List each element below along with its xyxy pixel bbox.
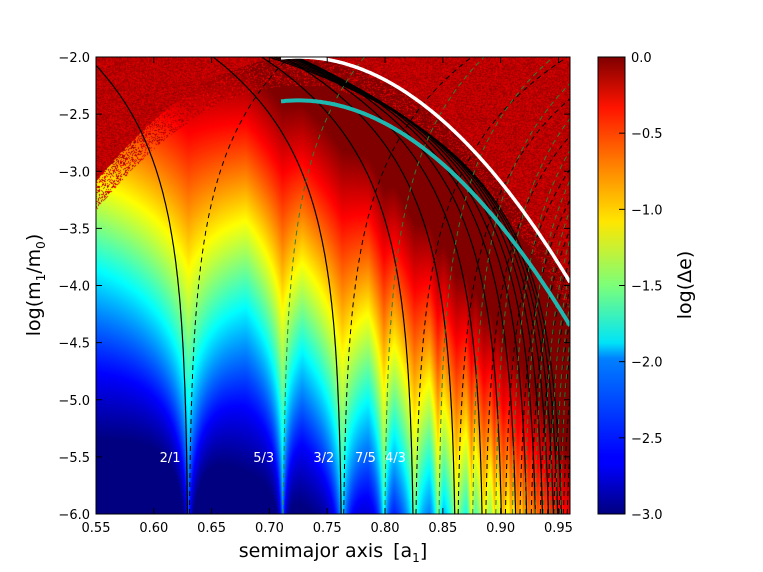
- second-order-curve: [495, 117, 570, 514]
- overlap-curve-white: [280, 57, 570, 284]
- second-order-curve: [542, 237, 570, 514]
- x-tick-label: 0.55: [82, 521, 111, 536]
- y-tick-label: −4.5: [58, 337, 90, 352]
- separatrix-curve: [296, 57, 502, 514]
- x-axis-label: semimajor axis [a1]: [239, 540, 427, 565]
- overlay-curves: [96, 57, 570, 514]
- colorbar-tick-label: 0.0: [631, 51, 652, 66]
- separatrix-curve: [553, 317, 570, 514]
- separatrix-curve: [292, 57, 483, 514]
- x-tick-label: 0.75: [313, 521, 342, 536]
- y-tick-label: −5.0: [58, 394, 90, 409]
- separatrix-curve: [457, 98, 570, 514]
- separatrix-curve: [291, 57, 536, 514]
- colorbar-tick-label: −0.5: [631, 127, 663, 142]
- separatrix-curve: [562, 390, 570, 514]
- x-tick-label: 0.70: [255, 521, 284, 536]
- resonance-label: 7/5: [355, 451, 376, 466]
- second-order-curve: [282, 57, 365, 514]
- y-tick-label: −3.5: [58, 222, 90, 237]
- y-tick-label: −5.5: [58, 451, 90, 466]
- colorbar-tick-label: −2.5: [631, 432, 663, 447]
- plot-area: 2/1 5/3 3/2 7/5 4/3 0.55 0.60 0.65 0.70 0.75 0.80…: [58, 51, 573, 536]
- resonance-label: 5/3: [253, 451, 274, 466]
- x-tick-label: 0.95: [544, 521, 573, 536]
- x-tick-label: 0.65: [197, 521, 226, 536]
- resonance-label: 3/2: [313, 451, 334, 466]
- colorbar-tick-label: −1.5: [631, 280, 663, 295]
- y-tick-label: −2.5: [58, 108, 90, 123]
- colorbar: 0.0 −0.5 −1.0 −1.5 −2.0 −2.5 −3.0 log(Δe): [597, 51, 696, 523]
- y-tick-label: −2.0: [58, 51, 90, 66]
- resonance-label: 2/1: [160, 451, 181, 466]
- y-axis-label: log(m1/m0): [23, 234, 48, 337]
- x-tick-label: 0.80: [371, 521, 400, 536]
- separatrix-curve: [485, 135, 570, 514]
- y-tick-label: −4.0: [58, 280, 90, 295]
- overlap-curve-teal: [280, 98, 570, 327]
- x-tick-label: 0.85: [428, 521, 457, 536]
- separatrix-curve: [283, 57, 456, 514]
- separatrix-curve: [294, 57, 528, 514]
- x-tick-label: 0.60: [139, 521, 168, 536]
- second-order-curve: [534, 208, 570, 514]
- second-order-curve: [555, 299, 570, 514]
- separatrix-curve: [296, 57, 517, 514]
- second-order-curve: [438, 57, 554, 514]
- colorbar-ticks: 0.0 −0.5 −1.0 −1.5 −2.0 −2.5 −3.0: [619, 51, 663, 523]
- second-order-curve: [512, 149, 570, 514]
- separatrix-curve: [566, 439, 570, 514]
- y-axis-ticks: −2.0 −2.5 −3.0 −3.5 −4.0 −4.5 −5.0 −5.5 −6.0: [58, 51, 570, 523]
- y-tick-label: −6.0: [58, 508, 90, 523]
- separatrix-curve: [558, 351, 570, 514]
- second-order-curve: [524, 179, 570, 514]
- separatrix-curve: [96, 64, 188, 514]
- separatrix-curve: [415, 57, 568, 514]
- colorbar-tick-label: −2.0: [631, 356, 663, 371]
- separatrix-curve: [188, 57, 290, 514]
- x-axis-ticks: 0.55 0.60 0.65 0.70 0.75 0.80 0.85 0.90 0.95: [82, 57, 573, 536]
- colorbar-tick-label: −1.0: [631, 203, 663, 218]
- y-tick-label: −3.0: [58, 165, 90, 180]
- separatrix-curve: [539, 257, 570, 514]
- resonance-label: 4/3: [385, 451, 406, 466]
- colorbar-label: log(Δe): [674, 251, 696, 319]
- colorbar-tick-label: −3.0: [631, 508, 663, 523]
- separatrix-curve: [287, 57, 544, 514]
- second-order-curve: [384, 57, 485, 514]
- resonance-labels: 2/1 5/3 3/2 7/5 4/3: [160, 451, 406, 466]
- x-tick-label: 0.90: [486, 521, 515, 536]
- second-order-curve: [559, 335, 570, 514]
- separatrix-curve: [212, 57, 342, 514]
- second-order-curve: [472, 82, 570, 514]
- separatrix-curve: [261, 57, 414, 514]
- separatrix-curve: [530, 228, 570, 514]
